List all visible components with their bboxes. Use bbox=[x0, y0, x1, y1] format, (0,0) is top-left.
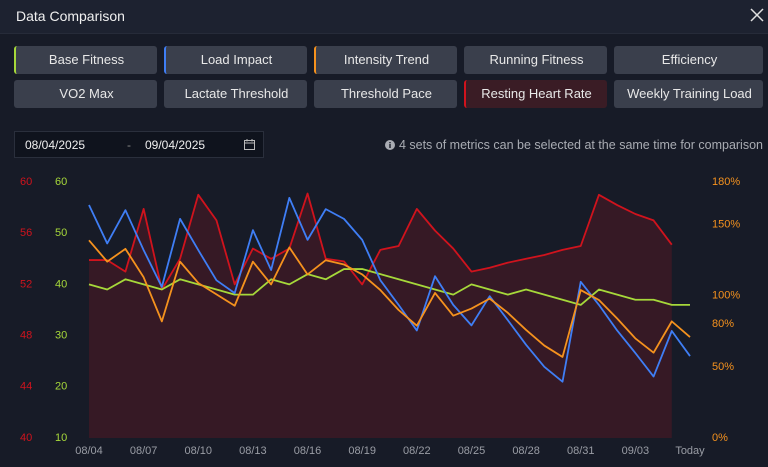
series-line bbox=[89, 192, 673, 291]
y-tick-label: 44 bbox=[20, 381, 32, 393]
y-tick-label: 100% bbox=[712, 290, 740, 302]
metric-button[interactable]: Load Impact bbox=[164, 46, 307, 74]
series-line bbox=[88, 239, 691, 358]
metric-button[interactable]: Resting Heart Rate bbox=[464, 80, 607, 108]
y-tick-label: 56 bbox=[20, 227, 32, 239]
header: Data Comparison bbox=[0, 0, 768, 34]
start-date: 08/04/2025 bbox=[25, 138, 86, 152]
metric-button[interactable]: Running Fitness bbox=[464, 46, 607, 74]
y-tick-label: 40 bbox=[55, 278, 67, 290]
x-tick-label: 08/28 bbox=[512, 445, 540, 457]
y-tick-label: 50% bbox=[712, 361, 734, 373]
x-tick-label: 08/13 bbox=[239, 445, 267, 457]
metric-button[interactable]: VO2 Max bbox=[14, 80, 157, 108]
date-range-picker[interactable]: 08/04/2025 - 09/04/2025 bbox=[14, 131, 264, 158]
y-tick-label: 150% bbox=[712, 219, 740, 231]
x-tick-label: 08/25 bbox=[458, 445, 486, 457]
y-tick-label: 60 bbox=[55, 176, 67, 188]
metric-button[interactable]: Threshold Pace bbox=[314, 80, 457, 108]
metric-button[interactable]: Efficiency bbox=[614, 46, 763, 74]
info-text: 4 sets of metrics can be selected at the… bbox=[398, 138, 763, 152]
close-button[interactable] bbox=[750, 8, 764, 22]
series-area bbox=[89, 193, 672, 438]
info-note: 4 sets of metrics can be selected at the… bbox=[385, 138, 763, 152]
x-tick-label: 08/04 bbox=[75, 445, 103, 457]
x-tick-label: 08/07 bbox=[130, 445, 158, 457]
x-tick-label: 09/03 bbox=[622, 445, 650, 457]
y-tick-label: 20 bbox=[55, 381, 67, 393]
x-tick-label: Today bbox=[675, 445, 705, 457]
date-separator: - bbox=[127, 138, 131, 152]
y-tick-label: 180% bbox=[712, 176, 740, 188]
x-tick-label: 08/19 bbox=[348, 445, 376, 457]
dialog-title: Data Comparison bbox=[16, 8, 125, 24]
y-tick-label: 10 bbox=[55, 432, 67, 444]
x-tick-label: 08/31 bbox=[567, 445, 595, 457]
y-tick-label: 50 bbox=[55, 227, 67, 239]
metric-button[interactable]: Intensity Trend bbox=[314, 46, 457, 74]
series-line bbox=[88, 268, 690, 306]
y-tick-label: 52 bbox=[20, 278, 32, 290]
metric-button[interactable]: Base Fitness bbox=[14, 46, 157, 74]
series-line bbox=[88, 196, 691, 383]
y-tick-label: 48 bbox=[20, 330, 32, 342]
y-tick-label: 60 bbox=[20, 176, 32, 188]
x-tick-label: 08/22 bbox=[403, 445, 431, 457]
info-icon bbox=[385, 140, 396, 150]
y-tick-label: 40 bbox=[20, 432, 32, 444]
y-tick-label: 30 bbox=[55, 330, 67, 342]
y-tick-label: 0% bbox=[712, 432, 728, 444]
x-tick-label: 08/16 bbox=[294, 445, 322, 457]
metric-button[interactable]: Weekly Training Load bbox=[614, 80, 763, 108]
calendar-icon bbox=[244, 139, 255, 150]
metric-button[interactable]: Lactate Threshold bbox=[164, 80, 307, 108]
chart: 40 44 48 52 56 60 10 20 30 40 50 60 0% 50% 80% 100% 150%… bbox=[20, 176, 740, 457]
y-tick-label: 80% bbox=[712, 318, 734, 330]
x-tick-label: 08/10 bbox=[185, 445, 213, 457]
end-date: 09/04/2025 bbox=[145, 138, 206, 152]
